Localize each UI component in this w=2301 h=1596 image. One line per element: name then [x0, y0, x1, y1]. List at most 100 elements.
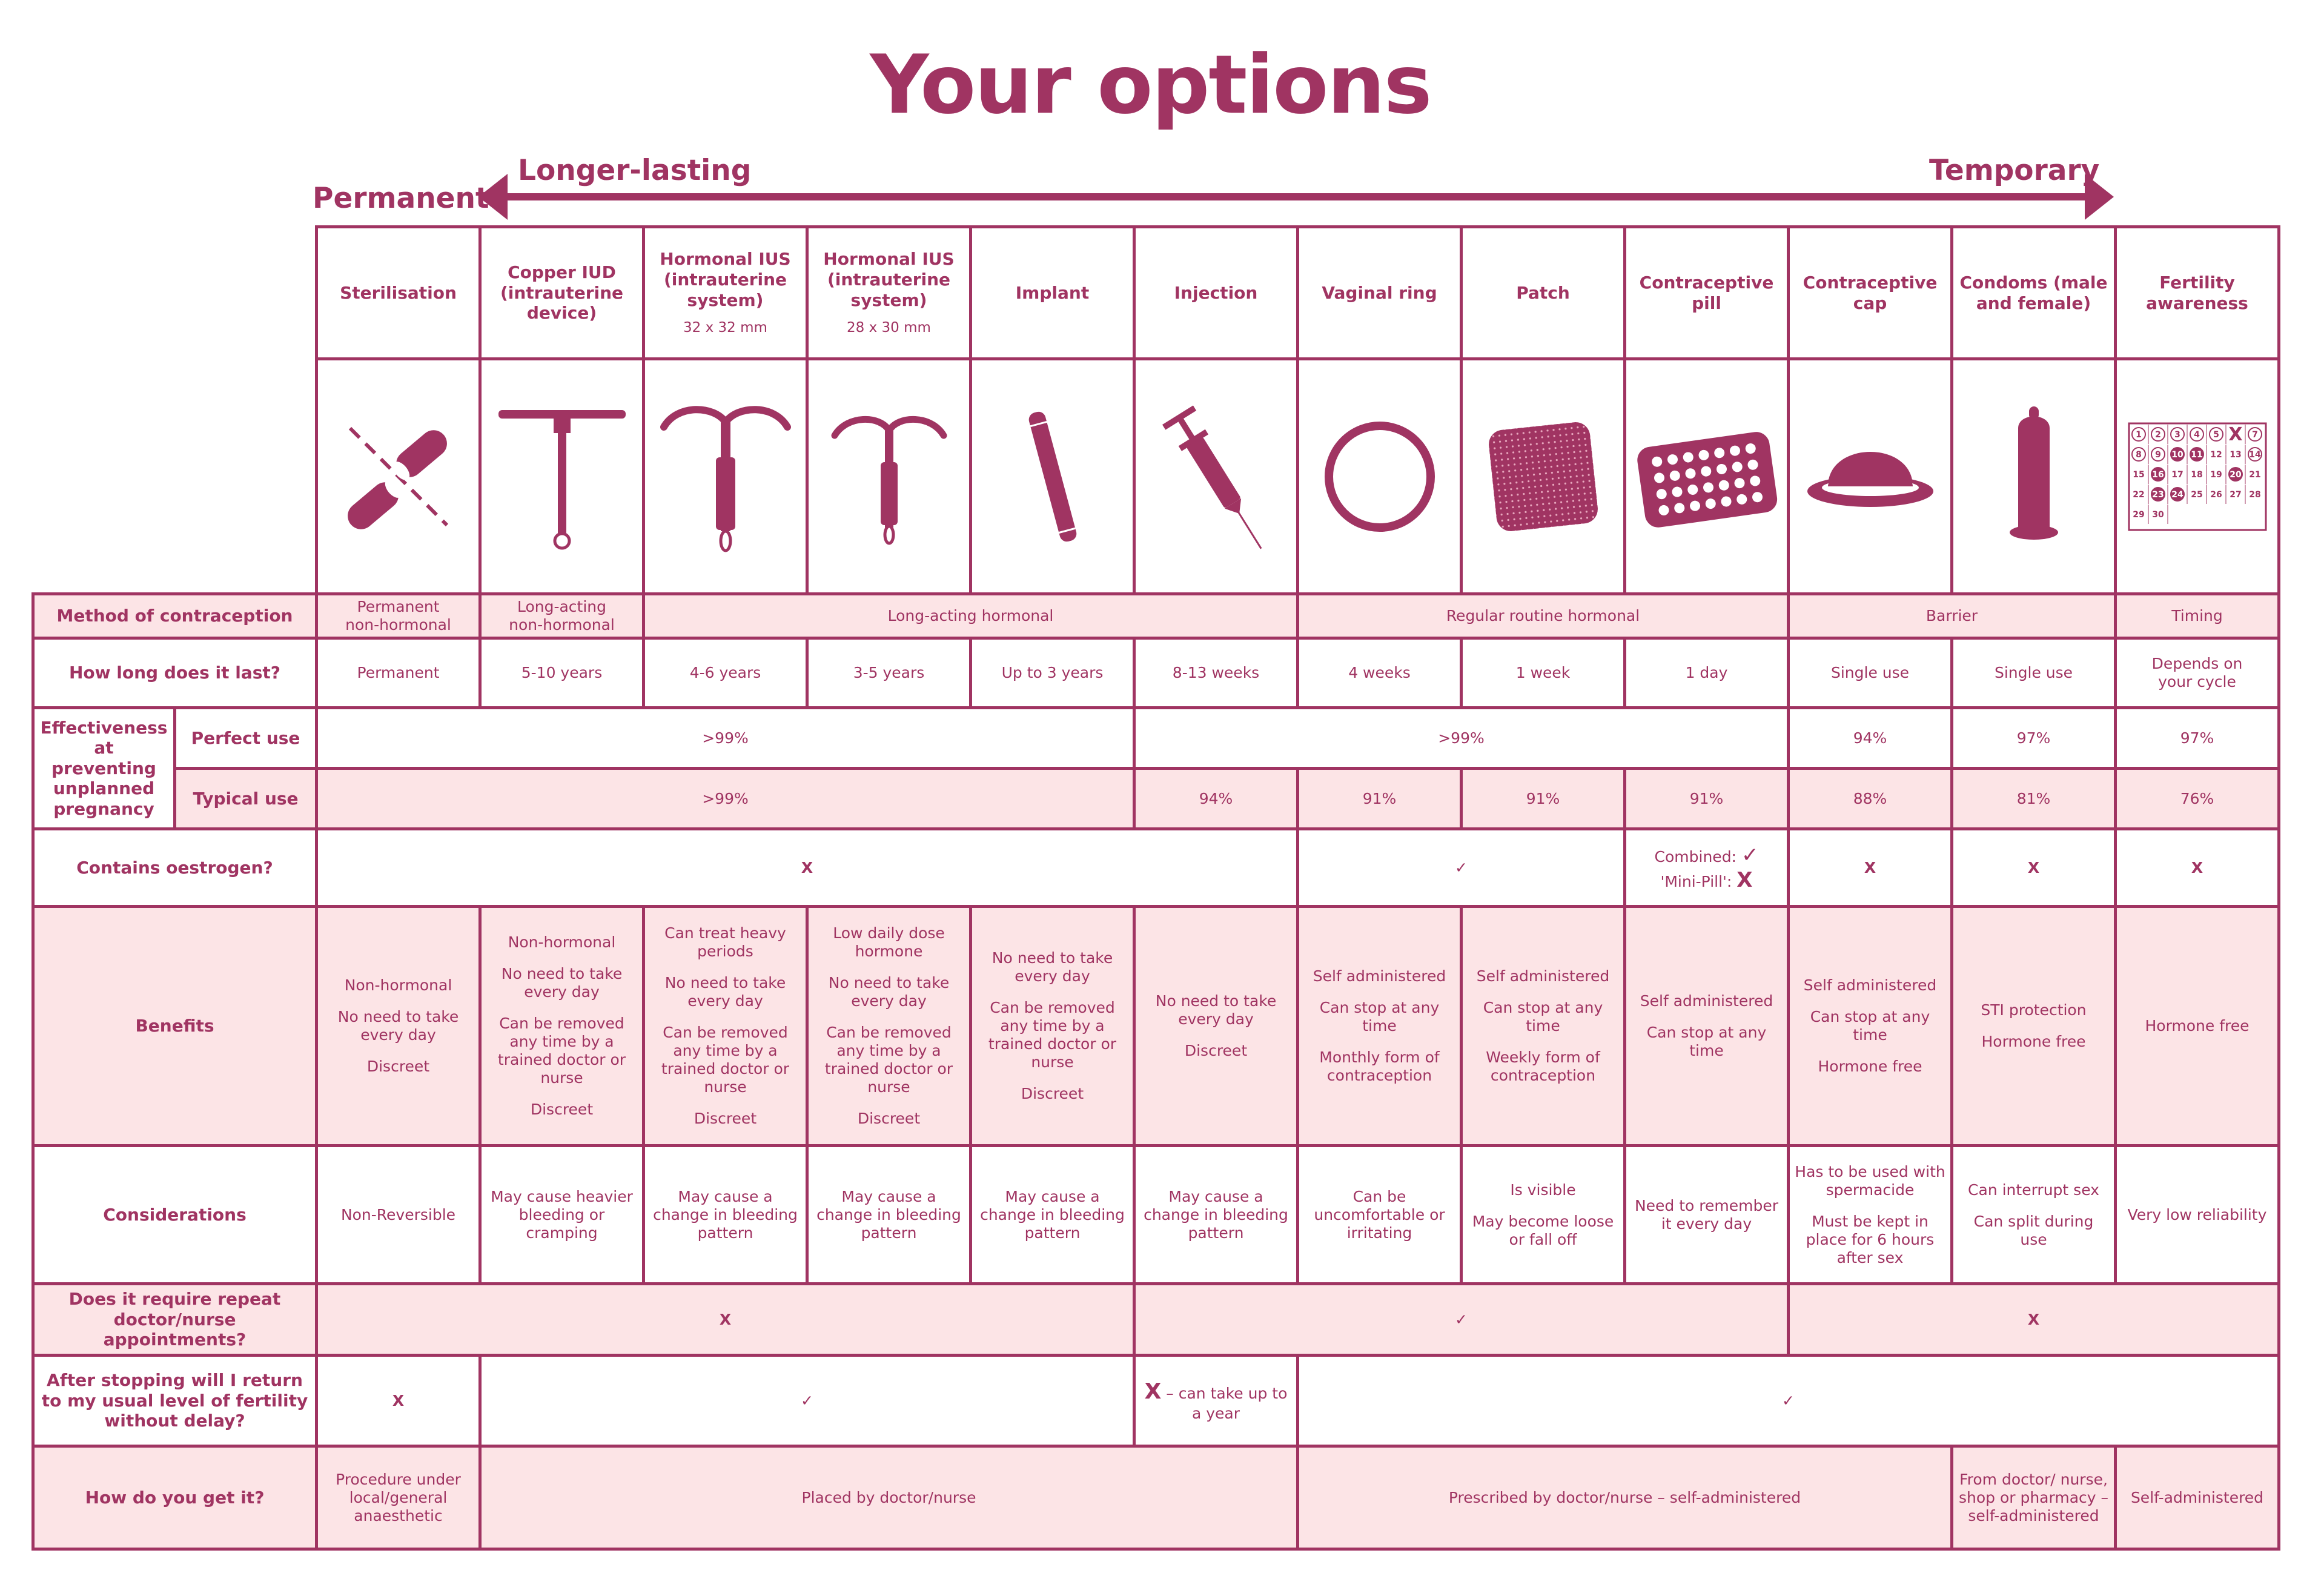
- row-label: Considerations: [31, 1144, 318, 1285]
- access-row: How do you get it? Procedure under local…: [31, 1445, 2280, 1551]
- cross-mark: X: [2114, 827, 2280, 908]
- calendar-day: 11: [2191, 450, 2202, 460]
- cell: Hormone free: [2114, 905, 2280, 1147]
- cell: Can be uncomfortable or irritating: [1296, 1144, 1463, 1285]
- pill-dot: [1698, 449, 1709, 460]
- calendar-day: 23: [2152, 490, 2164, 500]
- pill-dot: [1667, 454, 1678, 465]
- column-header: Patch: [1460, 225, 1626, 360]
- cell: >99%: [1133, 706, 1790, 770]
- cell-paragraph: Must be kept in place for 6 hours after …: [1806, 1212, 1935, 1267]
- pill-dot: [1721, 495, 1732, 506]
- cell: Prescribed by doctor/nurse – self-admini…: [1296, 1445, 1953, 1551]
- cell: Non-Reversible: [315, 1144, 482, 1285]
- cell: Placed by doctor/nurse: [478, 1445, 1299, 1551]
- pill-dot: [1747, 459, 1758, 470]
- pill-dot: [1687, 484, 1698, 495]
- row-label: Benefits: [31, 905, 318, 1147]
- row-label: Does it require repeat doctor/nurse appo…: [31, 1282, 318, 1357]
- cell-paragraph: Can be removed any time by a trained doc…: [824, 1024, 953, 1096]
- cell: 91%: [1623, 767, 1790, 830]
- cell: Is visible May become loose or fall off: [1460, 1144, 1626, 1285]
- calendar-day: 3: [2174, 430, 2180, 440]
- cell-paragraph: May become loose or fall off: [1472, 1212, 1614, 1248]
- cell: 1 week: [1460, 637, 1626, 709]
- hormonal-ius-large-icon: [660, 405, 791, 552]
- calendar-day: 28: [2249, 490, 2260, 500]
- cell-paragraph: Self administered: [1313, 967, 1446, 985]
- calendar-day-marker: [2190, 467, 2203, 481]
- cell: Need to remember it every day: [1623, 1144, 1790, 1285]
- cell-paragraph: Can stop at any time: [1646, 1024, 1767, 1059]
- cell-paragraph: Discreet: [857, 1110, 921, 1127]
- cell: Non-hormonal No need to take every day Dis…: [315, 905, 482, 1147]
- calendar-day-marker: [2150, 426, 2165, 442]
- calendar-day: 4: [2194, 430, 2200, 440]
- cell-paragraph: Has to be used with spermacide: [1795, 1162, 1945, 1199]
- cell: Can treat heavy periods No need to take e…: [642, 905, 809, 1147]
- cell: 81%: [1950, 767, 2117, 830]
- pill-dot: [1685, 468, 1696, 478]
- column-header: Fertility awareness: [2114, 225, 2280, 360]
- injection-fertility-cell: X – can take up to a year: [1133, 1354, 1299, 1448]
- duration-row: How long does it last? Permanent 5-10 ye…: [31, 637, 2280, 709]
- cell-paragraph: STI protection: [1981, 1001, 2087, 1019]
- cross-mark: X: [1144, 1379, 1162, 1404]
- cell: Permanent: [315, 637, 482, 709]
- illustration-row: 1 2 3 4 5 X 7 8 9 10 11 12 13 14 15 16 17 18 19 20 21 22 23 24 2…: [33, 357, 2280, 595]
- method-name-row: Sterilisation Copper IUD (intrauterine d…: [33, 225, 2280, 360]
- calendar-day-marker: [2209, 447, 2223, 461]
- cell: Procedure under local/general anaestheti…: [315, 1445, 482, 1551]
- calendar-day: X: [2228, 424, 2242, 445]
- pill-dot: [1651, 456, 1662, 467]
- calendar-day: 8: [2136, 450, 2142, 460]
- calendar-day: 15: [2133, 470, 2144, 480]
- fertility-row: After stopping will I return to my usual…: [31, 1354, 2280, 1448]
- sub-row-label: Typical use: [173, 767, 318, 830]
- calendar-day: 5: [2213, 430, 2219, 440]
- ring-icon: [1324, 421, 1435, 532]
- pill-dot: [1654, 472, 1664, 483]
- calendar-day-marker: [2131, 487, 2145, 501]
- calendar-day-marker: [2150, 446, 2165, 462]
- duration-arrow: [478, 174, 2114, 220]
- cell-paragraph: Discreet: [1184, 1042, 1248, 1059]
- page-title: Your options: [870, 38, 1432, 132]
- copper-iud-icon: [498, 409, 626, 549]
- calendar-day: 19: [2210, 470, 2222, 480]
- calendar-day: 26: [2210, 490, 2222, 500]
- calendar-day-marker: [2189, 446, 2204, 462]
- cell-paragraph: Hormone free: [1818, 1058, 1922, 1075]
- cell: 3-5 years: [806, 637, 972, 709]
- cell-paragraph: Very low reliability: [2127, 1205, 2267, 1223]
- cell: 8-13 weeks: [1133, 637, 1299, 709]
- column-header: Contraceptive cap: [1787, 225, 1953, 360]
- longer-lasting-label: Longer-lasting: [518, 154, 752, 187]
- cell: Has to be used with spermacide Must be ke…: [1787, 1144, 1953, 1285]
- pill-oestrogen-cell: Combined: ✓ 'Mini-Pill': X: [1623, 827, 1790, 908]
- cell-paragraph: Discreet: [366, 1058, 430, 1075]
- calendar-day-marker: [2170, 426, 2185, 442]
- cross-mark: X: [1787, 827, 1953, 908]
- cell-paragraph: Self administered: [1803, 976, 1937, 994]
- pill-dot: [1658, 505, 1669, 515]
- cell: No need to take every day Discreet: [1133, 905, 1299, 1147]
- oestrogen-row: Contains oestrogen? X ✓ Combined: ✓ 'Min…: [31, 827, 2280, 908]
- calendar-day: 13: [2230, 450, 2241, 460]
- calendar-day-marker: [2131, 467, 2145, 481]
- cell-paragraph: Hormone free: [1981, 1033, 2086, 1050]
- patch-icon: [1488, 422, 1598, 531]
- cell: Self administered Can stop at any time Mon…: [1296, 905, 1463, 1147]
- condom-icon: [2009, 406, 2058, 540]
- row-label: How do you get it?: [31, 1445, 318, 1551]
- cell: >99%: [315, 706, 1136, 770]
- method-row: Method of contraception Permanent non-ho…: [31, 592, 2280, 640]
- calendar-day-marker: [2247, 426, 2262, 442]
- pill-dot: [1672, 486, 1683, 497]
- cell-paragraph: Non-hormonal: [344, 976, 452, 994]
- column-header: Copper IUD (intrauterine device): [478, 225, 645, 360]
- pill-dot: [1733, 477, 1744, 488]
- cell-paragraph: Low daily dose hormone: [833, 924, 945, 960]
- cell: 5-10 years: [478, 637, 645, 709]
- calendar-day: 1: [2136, 430, 2142, 440]
